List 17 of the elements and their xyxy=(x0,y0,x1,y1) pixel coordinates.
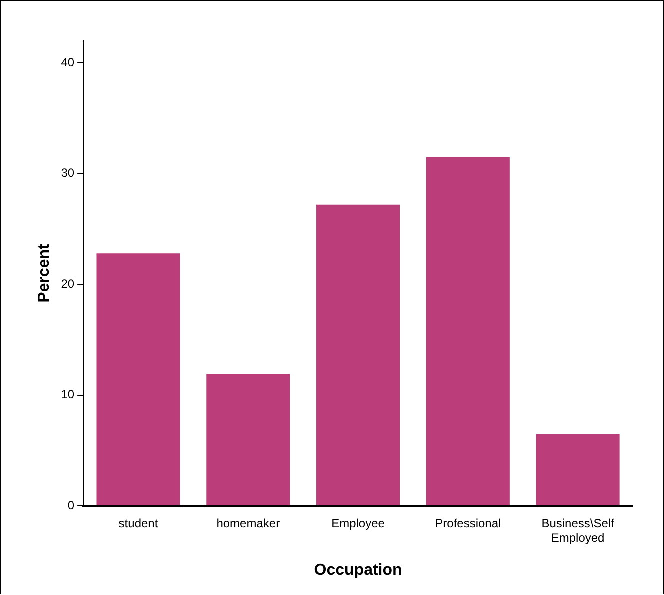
bar xyxy=(426,157,510,506)
y-tick-label: 30 xyxy=(61,166,75,180)
y-tick-label: 40 xyxy=(61,55,75,70)
bar xyxy=(96,254,180,506)
x-tick-label: Professional xyxy=(435,516,502,531)
x-tick-label: Business\Self Employed xyxy=(542,516,616,545)
x-axis-title: Occupation xyxy=(314,562,402,579)
x-tick-label: homemaker xyxy=(216,516,280,531)
bar xyxy=(536,434,620,506)
y-tick-label: 10 xyxy=(61,388,75,402)
bar xyxy=(316,204,400,506)
x-tick-label: Employee xyxy=(332,516,386,531)
y-tick-label: 20 xyxy=(61,276,75,291)
y-tick-label: 0 xyxy=(68,498,75,512)
bar xyxy=(206,374,290,506)
y-axis-title: Percent xyxy=(36,243,54,303)
x-tick-label: student xyxy=(118,516,159,531)
